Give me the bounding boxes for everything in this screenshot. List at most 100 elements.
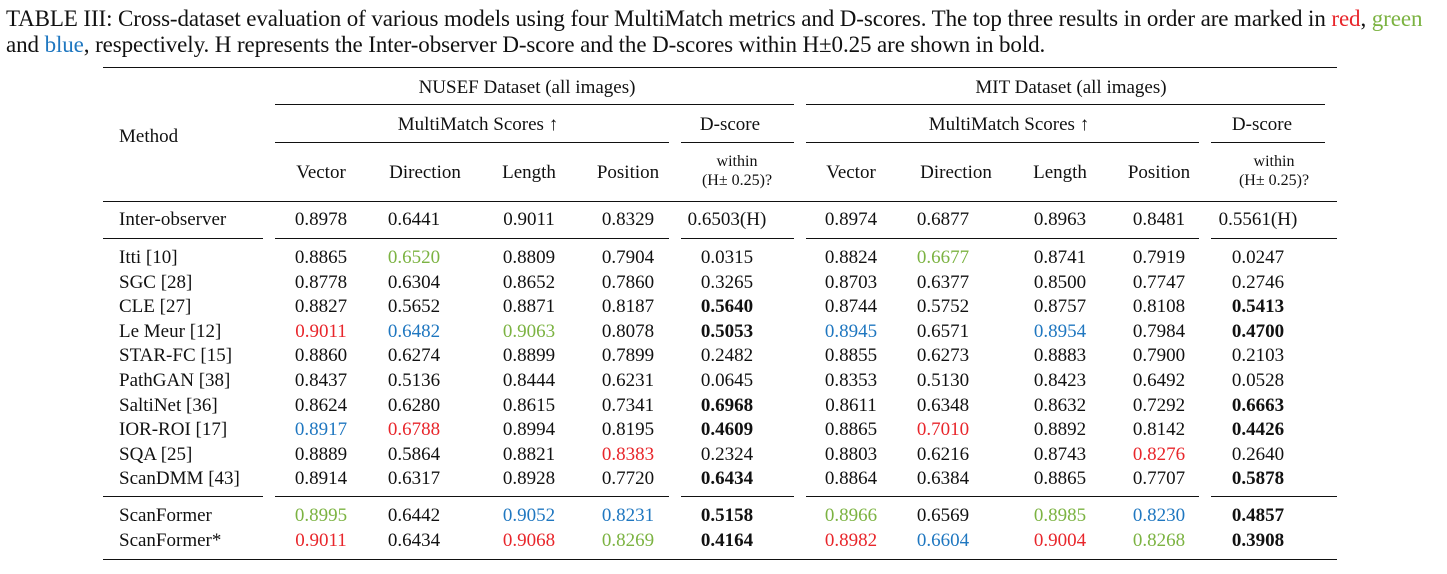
table-cell: 0.9052 (502, 505, 556, 526)
table-cell: 0.6441 (387, 209, 441, 230)
header-multimatch-nusef: MultiMatch Scores ↑ (397, 114, 559, 135)
table-cell: 0.7919 (1132, 247, 1186, 268)
table-cell: 0.6663 (1231, 395, 1285, 416)
table-cell: 0.7904 (601, 247, 655, 268)
table-cell: 0.5878 (1231, 468, 1285, 489)
table-cell: 0.8995 (294, 505, 348, 526)
table-cell: 0.6877 (916, 209, 970, 230)
table-cell: 0.8500 (1033, 272, 1087, 293)
table-cell: 0.5864 (387, 444, 441, 465)
table-cell: 0.6384 (916, 468, 970, 489)
table-cell: 0.8914 (294, 468, 348, 489)
mit-rule (806, 104, 1325, 105)
header-multimatch-mit: MultiMatch Scores ↑ (928, 114, 1090, 135)
table-cell: 0.9011 (295, 321, 347, 342)
table-cell: 0.2324 (700, 444, 754, 465)
header-vector-nusef: Vector (296, 162, 346, 183)
table-cell: 0.0247 (1231, 247, 1285, 268)
table-cell: 0.6348 (916, 395, 970, 416)
table-cell: 0.9011 (295, 530, 347, 551)
table-cell: 0.9011 (503, 209, 555, 230)
table-cell: 0.5136 (387, 370, 441, 391)
caption-blue-word: blue (44, 32, 84, 57)
table-cell: 0.6571 (916, 321, 970, 342)
header-within-range-nusef: (H± 0.25)? (701, 172, 773, 189)
table-cell: 0.8945 (824, 321, 878, 342)
table-cell: 0.2103 (1231, 345, 1285, 366)
table-cell: 0.7984 (1132, 321, 1186, 342)
inter-rule-method (103, 238, 263, 239)
table-cell: 0.8860 (294, 345, 348, 366)
table-cell: 0.8994 (502, 419, 556, 440)
table-cell: 0.8276 (1132, 444, 1186, 465)
table-cell: 0.8871 (502, 296, 556, 317)
table-cell: 0.8611 (825, 395, 877, 416)
table-cell: 0.6569 (916, 505, 970, 526)
row-method-label: ScanFormer (119, 505, 212, 526)
caption-text: TABLE III: Cross-dataset evaluation of v… (6, 6, 1332, 31)
header-direction-nusef: Direction (389, 162, 461, 183)
table-cell: 0.8809 (502, 247, 556, 268)
header-nusef: NUSEF Dataset (all images) (418, 77, 636, 98)
table-cell: 0.8703 (824, 272, 878, 293)
table-cell: 0.7899 (601, 345, 655, 366)
table-cell: 0.5158 (700, 505, 754, 526)
table-cell: 0.5752 (916, 296, 970, 317)
table-cell: 0.8615 (502, 395, 556, 416)
row-method-label: ScanDMM [43] (119, 468, 240, 489)
table-cell: 0.6482 (387, 321, 441, 342)
table-cell: 0.8855 (824, 345, 878, 366)
baseline-rule-nusef-d (681, 496, 794, 497)
header-mit: MIT Dataset (all images) (975, 77, 1167, 98)
table-cell: 0.8864 (824, 468, 878, 489)
row-method-label: SGC [28] (119, 272, 193, 293)
table-cell: 0.6968 (700, 395, 754, 416)
header-position-nusef: Position (596, 162, 660, 183)
table-cell: 0.0315 (700, 247, 754, 268)
table-cell: 0.8824 (824, 247, 878, 268)
header-method: Method (119, 126, 179, 147)
table-cell: 0.8481 (1132, 209, 1186, 230)
table-cell: 0.7010 (916, 419, 970, 440)
table-cell: 0.8757 (1033, 296, 1087, 317)
table-cell: 0.8741 (1033, 247, 1087, 268)
inter-rule-nusef (275, 238, 669, 239)
table-cell: 0.8917 (294, 419, 348, 440)
table-cell: 0.5413 (1231, 296, 1285, 317)
table-cell: 0.8624 (294, 395, 348, 416)
table-cell: 0.8899 (502, 345, 556, 366)
table-cell: 0.4609 (700, 419, 754, 440)
table-cell: 0.8231 (601, 505, 655, 526)
header-within-range-mit: (H± 0.25)? (1238, 172, 1310, 189)
table-cell: 0.4857 (1231, 505, 1285, 526)
table-cell: 0.8268 (1132, 530, 1186, 551)
table-cell: 0.8865 (294, 247, 348, 268)
table-cell: 0.8108 (1132, 296, 1186, 317)
multimatch-rule-nusef (275, 142, 669, 143)
table-cell: 0.6520 (387, 247, 441, 268)
table-cell: 0.6677 (916, 247, 970, 268)
table-cell: 0.3265 (700, 272, 754, 293)
table-cell: 0.6216 (916, 444, 970, 465)
table-cell: 0.6273 (916, 345, 970, 366)
row-method-label: STAR-FC [15] (119, 345, 233, 366)
table-cell: 0.8985 (1033, 505, 1087, 526)
table-cell: 0.7900 (1132, 345, 1186, 366)
table-cell: 0.5640 (700, 296, 754, 317)
table-cell: 0.8353 (824, 370, 878, 391)
caption-sep: , (1360, 6, 1372, 31)
row-method-label: CLE [27] (119, 296, 192, 317)
table-cell: 0.8142 (1132, 419, 1186, 440)
table-cell: 0.9004 (1033, 530, 1087, 551)
row-method-label: Inter-observer (119, 209, 227, 230)
baseline-rule (103, 496, 263, 497)
table-cell: 0.5130 (916, 370, 970, 391)
table-cell: 0.6434 (700, 468, 754, 489)
table-cell: 0.8652 (502, 272, 556, 293)
table-cell: 0.6434 (387, 530, 441, 551)
table-cell: 0.4164 (700, 530, 754, 551)
table-cell: 0.6317 (387, 468, 441, 489)
table-cell: 0.0528 (1231, 370, 1285, 391)
table-cell: 0.8963 (1033, 209, 1087, 230)
caption-text-end: , respectively. H represents the Inter-o… (83, 32, 1046, 57)
